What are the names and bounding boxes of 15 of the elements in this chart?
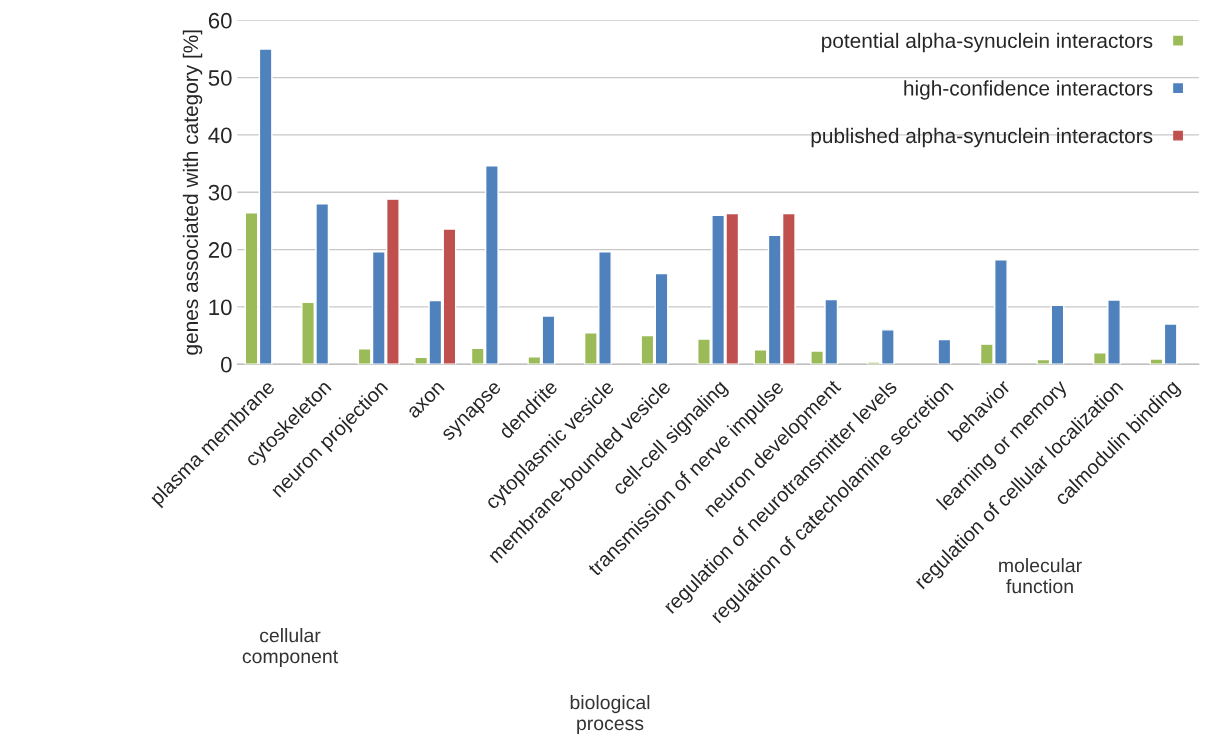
y-tick-label: 0 xyxy=(221,356,232,373)
text: molecular function xyxy=(999,558,1082,594)
y-tick-label: 10 xyxy=(209,299,232,316)
y-tick-label: 20 xyxy=(208,242,232,258)
bar xyxy=(937,338,952,365)
y-tick-label: 60 xyxy=(208,12,232,29)
legend-label: high-confidence interactors xyxy=(904,80,1153,100)
text: biological process xyxy=(570,695,650,735)
y-tick-label: 30 xyxy=(208,184,232,201)
y-tick-label: 50 xyxy=(208,70,232,86)
y-tick-label: 40 xyxy=(208,127,232,144)
text: cellular component xyxy=(242,628,338,668)
y-axis-title: genes associated with category [%] xyxy=(182,30,203,355)
legend-label: published alpha-synuclein interactors xyxy=(811,127,1153,148)
legend-label: potential alpha-synuclein interactors xyxy=(822,32,1153,53)
